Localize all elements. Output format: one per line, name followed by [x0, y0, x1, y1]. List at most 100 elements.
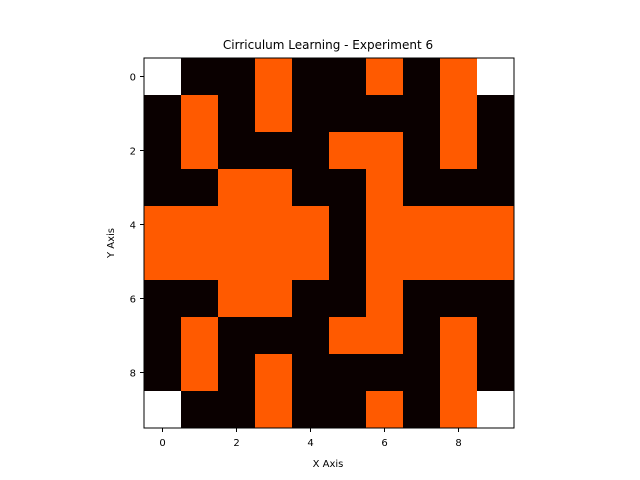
heatmap-cell-r4-c7 — [403, 206, 441, 244]
heatmap-cell-r0-c0 — [144, 58, 182, 96]
heatmap-cell-r5-c2 — [218, 243, 256, 281]
y-tick-label: 0 — [130, 73, 136, 84]
heatmap-cell-r2-c6 — [366, 132, 404, 170]
heatmap-cell-r2-c0 — [144, 132, 182, 170]
y-tick-label: 6 — [130, 295, 136, 306]
heatmap-cell-r1-c7 — [403, 95, 441, 133]
heatmap-cell-r7-c3 — [255, 317, 293, 355]
heatmap-cell-r4-c6 — [366, 206, 404, 244]
x-tick-label: 0 — [159, 438, 165, 449]
heatmap-cell-r7-c8 — [440, 317, 478, 355]
heatmap-cell-r7-c1 — [181, 317, 219, 355]
heatmap-cell-r4-c3 — [255, 206, 293, 244]
heatmap-cell-r7-c4 — [292, 317, 330, 355]
heatmap-cell-r4-c1 — [181, 206, 219, 244]
heatmap-cell-r2-c1 — [181, 132, 219, 170]
heatmap-cell-r8-c8 — [440, 354, 478, 392]
heatmap-cell-r3-c2 — [218, 169, 256, 207]
heatmap-cell-r1-c6 — [366, 95, 404, 133]
plot-frame — [143, 57, 515, 429]
heatmap-cell-r3-c1 — [181, 169, 219, 207]
heatmap-cell-r0-c1 — [181, 58, 219, 96]
heatmap-cell-r9-c2 — [218, 391, 256, 429]
heatmap-cell-r0-c8 — [440, 58, 478, 96]
heatmap-cell-r7-c2 — [218, 317, 256, 355]
heatmap-cell-r3-c7 — [403, 169, 441, 207]
heatmap-cell-r6-c4 — [292, 280, 330, 318]
heatmap-cell-r0-c3 — [255, 58, 293, 96]
heatmap-cell-r3-c5 — [329, 169, 367, 207]
heatmap-cell-r6-c3 — [255, 280, 293, 318]
heatmap-cell-r3-c9 — [477, 169, 515, 207]
heatmap-cell-r9-c8 — [440, 391, 478, 429]
heatmap-cell-r5-c9 — [477, 243, 515, 281]
heatmap-cell-r1-c4 — [292, 95, 330, 133]
heatmap-cell-r9-c7 — [403, 391, 441, 429]
heatmap-cell-r9-c1 — [181, 391, 219, 429]
heatmap-cell-r8-c5 — [329, 354, 367, 392]
heatmap-cell-r2-c9 — [477, 132, 515, 170]
heatmap-cell-r0-c6 — [366, 58, 404, 96]
heatmap-cell-r8-c4 — [292, 354, 330, 392]
heatmap-cell-r1-c5 — [329, 95, 367, 133]
x-tick-label: 4 — [307, 438, 313, 449]
heatmap-cell-r2-c7 — [403, 132, 441, 170]
heatmap-cell-r1-c1 — [181, 95, 219, 133]
heatmap-cell-r4-c0 — [144, 206, 182, 244]
heatmap-cell-r4-c9 — [477, 206, 515, 244]
heatmap-cell-r9-c0 — [144, 391, 182, 429]
heatmap-cell-r7-c0 — [144, 317, 182, 355]
heatmap-cell-r5-c6 — [366, 243, 404, 281]
heatmap-cell-r6-c2 — [218, 280, 256, 318]
heatmap-cells — [144, 58, 515, 429]
x-axis-ticks: 0 2 4 6 8 — [159, 428, 462, 449]
heatmap-cell-r7-c7 — [403, 317, 441, 355]
heatmap-cell-r9-c4 — [292, 391, 330, 429]
heatmap-cell-r1-c2 — [218, 95, 256, 133]
heatmap-cell-r3-c0 — [144, 169, 182, 207]
heatmap-cell-r5-c1 — [181, 243, 219, 281]
x-tick-label: 8 — [455, 438, 461, 449]
heatmap-cell-r5-c8 — [440, 243, 478, 281]
heatmap-cell-r4-c8 — [440, 206, 478, 244]
y-axis-label: Y Axis — [106, 228, 117, 259]
heatmap-cell-r8-c6 — [366, 354, 404, 392]
heatmap-cell-r6-c1 — [181, 280, 219, 318]
x-axis-label: X Axis — [313, 459, 344, 470]
heatmap-cell-r9-c9 — [477, 391, 515, 429]
heatmap-cell-r2-c2 — [218, 132, 256, 170]
heatmap-cell-r5-c3 — [255, 243, 293, 281]
heatmap-cell-r2-c8 — [440, 132, 478, 170]
x-tick-label: 6 — [381, 438, 387, 449]
heatmap-cell-r7-c5 — [329, 317, 367, 355]
heatmap-cell-r9-c6 — [366, 391, 404, 429]
heatmap-cell-r1-c8 — [440, 95, 478, 133]
heatmap-cell-r5-c0 — [144, 243, 182, 281]
heatmap-cell-r3-c3 — [255, 169, 293, 207]
heatmap-cell-r5-c5 — [329, 243, 367, 281]
heatmap-cell-r2-c5 — [329, 132, 367, 170]
heatmap-cell-r9-c3 — [255, 391, 293, 429]
heatmap-cell-r0-c2 — [218, 58, 256, 96]
y-tick-label: 2 — [130, 147, 136, 158]
heatmap-cell-r2-c3 — [255, 132, 293, 170]
heatmap-cell-r6-c9 — [477, 280, 515, 318]
heatmap-cell-r0-c9 — [477, 58, 515, 96]
heatmap-cell-r0-c7 — [403, 58, 441, 96]
heatmap-cell-r6-c0 — [144, 280, 182, 318]
heatmap-cell-r8-c3 — [255, 354, 293, 392]
heatmap-cell-r6-c8 — [440, 280, 478, 318]
heatmap-cell-r8-c1 — [181, 354, 219, 392]
heatmap-cell-r8-c0 — [144, 354, 182, 392]
heatmap-cell-r6-c7 — [403, 280, 441, 318]
y-tick-label: 4 — [130, 221, 136, 232]
heatmap-cell-r8-c9 — [477, 354, 515, 392]
heatmap-cell-r0-c5 — [329, 58, 367, 96]
heatmap-cell-r1-c9 — [477, 95, 515, 133]
heatmap-cell-r3-c6 — [366, 169, 404, 207]
heatmap-cell-r9-c5 — [329, 391, 367, 429]
heatmap-cell-r2-c4 — [292, 132, 330, 170]
x-tick-label: 2 — [233, 438, 239, 449]
heatmap-cell-r8-c7 — [403, 354, 441, 392]
